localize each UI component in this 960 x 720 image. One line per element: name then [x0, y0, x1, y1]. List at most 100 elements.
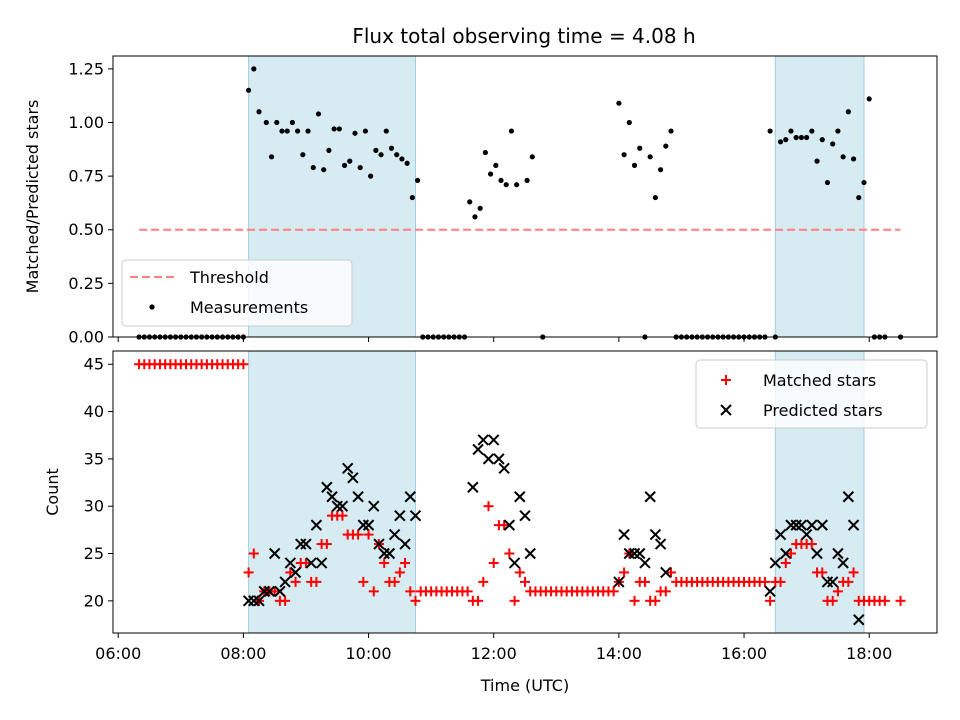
- matched-star-marker: [780, 557, 791, 568]
- measurement-point: [300, 152, 306, 158]
- measurement-point: [482, 149, 488, 156]
- predicted-star-marker: [785, 519, 797, 531]
- matched-star-marker: [405, 586, 416, 597]
- measurement-point: [804, 134, 810, 141]
- matched-star-marker: [848, 567, 859, 578]
- matched-star-marker: [775, 576, 786, 587]
- predicted-star-marker: [284, 557, 297, 569]
- matched-star-markers: [134, 359, 906, 606]
- predicted-star-marker: [853, 614, 865, 626]
- matched-star-marker: [639, 576, 650, 587]
- predicted-star-marker: [409, 509, 422, 522]
- y-axis-label-count: Count: [43, 468, 62, 516]
- measurement-point: [637, 145, 643, 151]
- measurement-point: [310, 164, 316, 171]
- legend-box: [695, 359, 928, 429]
- legend-box: [121, 259, 353, 327]
- matched-star-marker: [321, 539, 332, 550]
- matched-star-marker: [300, 557, 311, 568]
- predicted-star-marker: [660, 566, 672, 579]
- count-ytick-label: 35: [84, 449, 104, 468]
- observing-window-2: [774, 55, 865, 338]
- measurement-point: [245, 87, 252, 93]
- measurement-point: [835, 128, 841, 134]
- predicted-star-marker: [248, 595, 260, 607]
- measurement-point: [352, 130, 358, 136]
- measurement-point: [657, 167, 664, 173]
- measurement-point: [326, 147, 332, 153]
- predicted-star-marker: [388, 528, 401, 541]
- predicted-star-marker: [352, 491, 364, 503]
- ratio-panel: 0.00 0.25 0.50 0.75 1.00 1.25 Matched/Predict…: [23, 55, 938, 347]
- predicted-star-marker: [654, 538, 667, 550]
- measurement-point: [477, 205, 483, 211]
- ratio-ytick-label: 1.25: [68, 59, 104, 78]
- predicted-star-marker: [253, 595, 265, 607]
- matched-star-marker: [248, 548, 259, 559]
- measurement-point: [399, 156, 405, 162]
- predicted-star-marker: [362, 519, 375, 531]
- matched-star-marker: [817, 567, 828, 578]
- predicted-star-marker: [795, 519, 808, 531]
- predicted-star-marker: [268, 547, 281, 560]
- predicted-star-marker: [514, 491, 526, 503]
- legend-measurements-swatch: [149, 304, 155, 310]
- measurement-point: [279, 128, 285, 134]
- matched-star-marker: [269, 586, 280, 597]
- legend-label-matched: Matched stars: [763, 371, 876, 390]
- measurement-point: [777, 139, 784, 145]
- matched-star-marker: [650, 595, 661, 606]
- predicted-star-marker: [821, 576, 834, 588]
- matched-star-marker: [238, 359, 249, 370]
- measurement-point: [305, 128, 311, 134]
- count-axes: 20 25 30 35 40 45 06:00 08:00 10:00 12:00 14:00 16:…: [84, 355, 893, 663]
- measurement-point: [647, 154, 653, 160]
- matched-star-marker: [499, 520, 510, 531]
- measurement-point: [529, 154, 535, 160]
- matched-star-marker: [895, 595, 906, 606]
- predicted-star-marker: [493, 453, 505, 465]
- ratio-axes: 0.00 0.25 0.50 0.75 1.00 1.25: [68, 59, 870, 347]
- measurement-point: [378, 152, 384, 158]
- matched-star-marker: [488, 557, 499, 568]
- matched-star-marker: [410, 595, 421, 606]
- measurement-point: [274, 119, 280, 126]
- count-ytick-label: 25: [84, 544, 104, 563]
- x-tick-label: 10:00: [345, 644, 391, 663]
- measurement-point: [362, 128, 369, 134]
- matched-star-marker: [389, 576, 400, 587]
- matched-star-marker: [311, 576, 322, 587]
- predicted-star-markers: [242, 434, 865, 626]
- measurement-point: [793, 134, 799, 141]
- ratio-ytick-label: 0.25: [68, 274, 104, 293]
- predicted-star-marker: [399, 538, 411, 550]
- measurement-point: [514, 182, 520, 188]
- measurement-point: [373, 147, 379, 153]
- predicted-star-marker: [519, 509, 531, 522]
- predicted-star-marker: [242, 595, 255, 607]
- predicted-star-marker: [378, 547, 390, 560]
- measurement-point: [493, 162, 499, 168]
- predicted-star-marker: [634, 547, 646, 560]
- count-panel: 20 25 30 35 40 45 06:00 08:00 10:00 12:00 14:00 16:…: [43, 350, 938, 695]
- matched-star-marker: [806, 539, 817, 550]
- x-tick-label: 16:00: [721, 644, 767, 663]
- predicted-star-marker: [806, 519, 818, 531]
- predicted-star-marker: [811, 547, 823, 560]
- measurement-point: [866, 96, 872, 102]
- predicted-star-marker: [289, 566, 302, 579]
- legend-plus-icon: [721, 375, 731, 385]
- measurement-point: [472, 214, 478, 220]
- count-ytick-label: 20: [84, 591, 104, 610]
- matched-star-marker: [608, 586, 619, 597]
- measurement-point: [383, 128, 389, 134]
- predicted-star-marker: [488, 434, 500, 446]
- matched-star-marker: [473, 595, 484, 606]
- count-ytick-label: 30: [84, 497, 104, 516]
- measurement-point: [295, 128, 301, 134]
- predicted-star-marker: [842, 491, 855, 503]
- predicted-star-marker: [826, 576, 839, 588]
- matched-star-marker: [379, 557, 390, 568]
- matched-star-marker: [785, 548, 796, 559]
- matched-star-marker: [483, 501, 494, 512]
